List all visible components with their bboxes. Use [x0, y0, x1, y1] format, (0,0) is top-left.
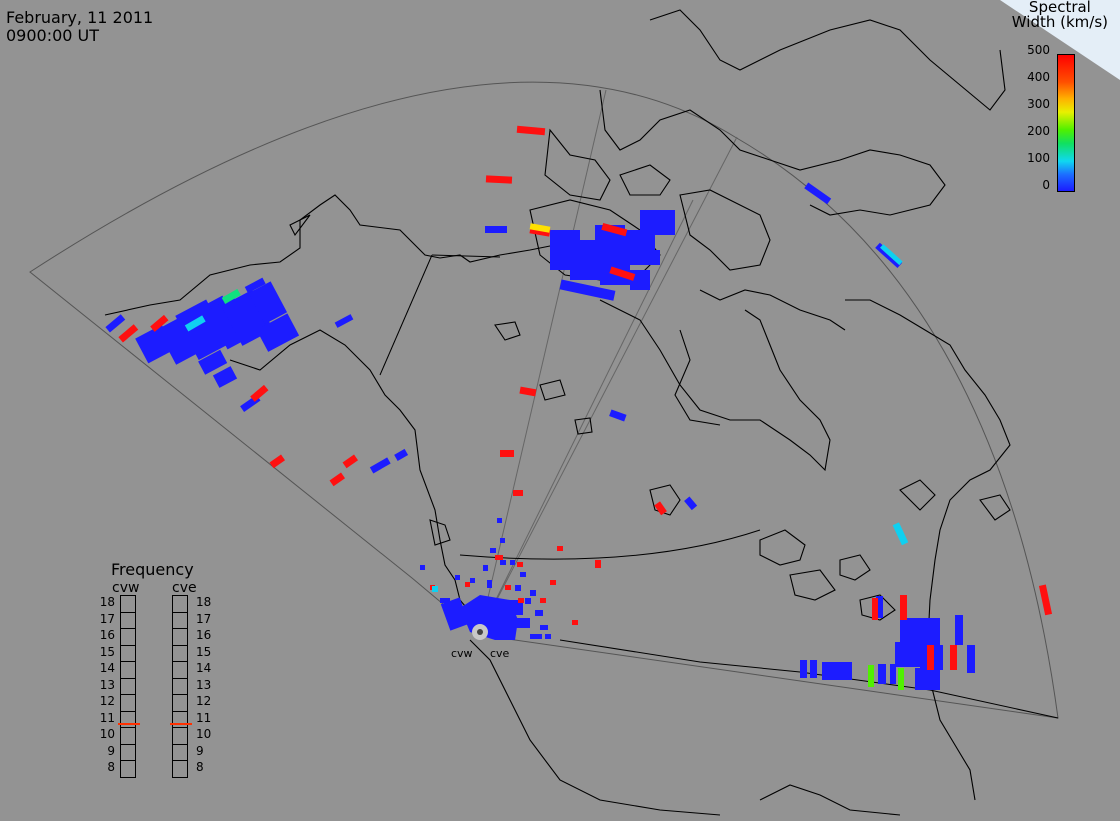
frequency-tick-label: 16 — [196, 628, 212, 642]
frequency-cell — [172, 677, 188, 695]
colorbar-tick: 500 — [1027, 43, 1050, 57]
frequency-cell — [120, 611, 136, 629]
radar-echoes — [105, 125, 1053, 690]
frequency-tick-label: 14 — [99, 661, 115, 675]
frequency-tick-label: 14 — [196, 661, 212, 675]
site-label-cve: cve — [490, 647, 510, 660]
colorbar-title: Spectral Width (km/s) — [1012, 0, 1108, 30]
frequency-tick-label: 13 — [99, 677, 115, 692]
frequency-cell — [172, 694, 188, 712]
frequency-cell — [172, 628, 188, 646]
radar-code-cve: cve — [172, 580, 197, 596]
frequency-cell — [120, 595, 136, 613]
frequency-tick-label: 8 — [196, 760, 204, 774]
frequency-cell — [172, 710, 188, 728]
radar-site-icon — [477, 629, 483, 635]
frequency-cell — [120, 694, 136, 712]
frequency-cell — [172, 611, 188, 629]
time-label: 0900:00 UT — [6, 26, 100, 45]
frequency-cell — [120, 743, 136, 761]
frequency-cell — [120, 760, 136, 778]
frequency-tick-label: 18 — [99, 595, 115, 609]
frequency-tick-label: 13 — [196, 677, 212, 692]
frequency-tick-label: 9 — [196, 743, 204, 758]
coastlines — [104, 9, 1011, 816]
colorbar-title-line1: Spectral — [1028, 0, 1091, 16]
frequency-tick-label: 11 — [196, 710, 212, 725]
beam-line — [479, 136, 738, 633]
frequency-cell — [172, 727, 188, 745]
colorbar — [1057, 54, 1075, 192]
timestamp-header: February, 11 2011 0900:00 UT — [6, 9, 153, 45]
colorbar-tick: 200 — [1027, 124, 1050, 138]
frequency-tick-label: 9 — [107, 743, 115, 758]
frequency-cell — [120, 661, 136, 679]
frequency-cell — [120, 710, 136, 728]
site-label-cvw: cvw — [451, 647, 473, 660]
frequency-tick-label: 15 — [99, 644, 115, 659]
frequency-tick-label: 17 — [99, 611, 115, 626]
colorbar-tick: 400 — [1027, 70, 1050, 84]
frequency-cell — [120, 677, 136, 695]
frequency-cell — [120, 628, 136, 646]
frequency-tick-label: 12 — [99, 694, 115, 708]
frequency-tick-label: 10 — [99, 727, 115, 741]
radar-code-cvw: cvw — [112, 580, 140, 596]
frequency-cell — [172, 743, 188, 761]
frequency-tick-label: 10 — [196, 727, 212, 741]
selected-frequency-marker — [118, 722, 140, 725]
beam-line — [479, 89, 607, 633]
date-label: February, 11 2011 — [6, 8, 154, 27]
frequency-cell — [172, 644, 188, 662]
frequency-cell — [172, 760, 188, 778]
frequency-cell — [120, 644, 136, 662]
frequency-tick-label: 8 — [107, 760, 115, 774]
frequency-tick-label: 15 — [196, 644, 212, 659]
colorbar-tick: 100 — [1027, 151, 1050, 165]
frequency-cell — [172, 661, 188, 679]
frequency-tick-label: 12 — [196, 694, 212, 708]
frequency-tick-label: 18 — [196, 595, 212, 609]
frequency-tick-label: 16 — [99, 628, 115, 642]
beam-line — [479, 199, 694, 633]
frequency-cell — [172, 595, 188, 613]
selected-frequency-marker — [170, 722, 192, 725]
fov-boundary — [29, 81, 1059, 719]
frequency-title: Frequency — [111, 560, 194, 579]
frequency-tick-label: 17 — [196, 611, 212, 626]
frequency-tick-label: 11 — [99, 710, 115, 725]
colorbar-title-line2: Width (km/s) — [1011, 13, 1108, 31]
colorbar-tick: 0 — [1042, 178, 1050, 192]
colorbar-tick: 300 — [1027, 97, 1050, 111]
frequency-cell — [120, 727, 136, 745]
